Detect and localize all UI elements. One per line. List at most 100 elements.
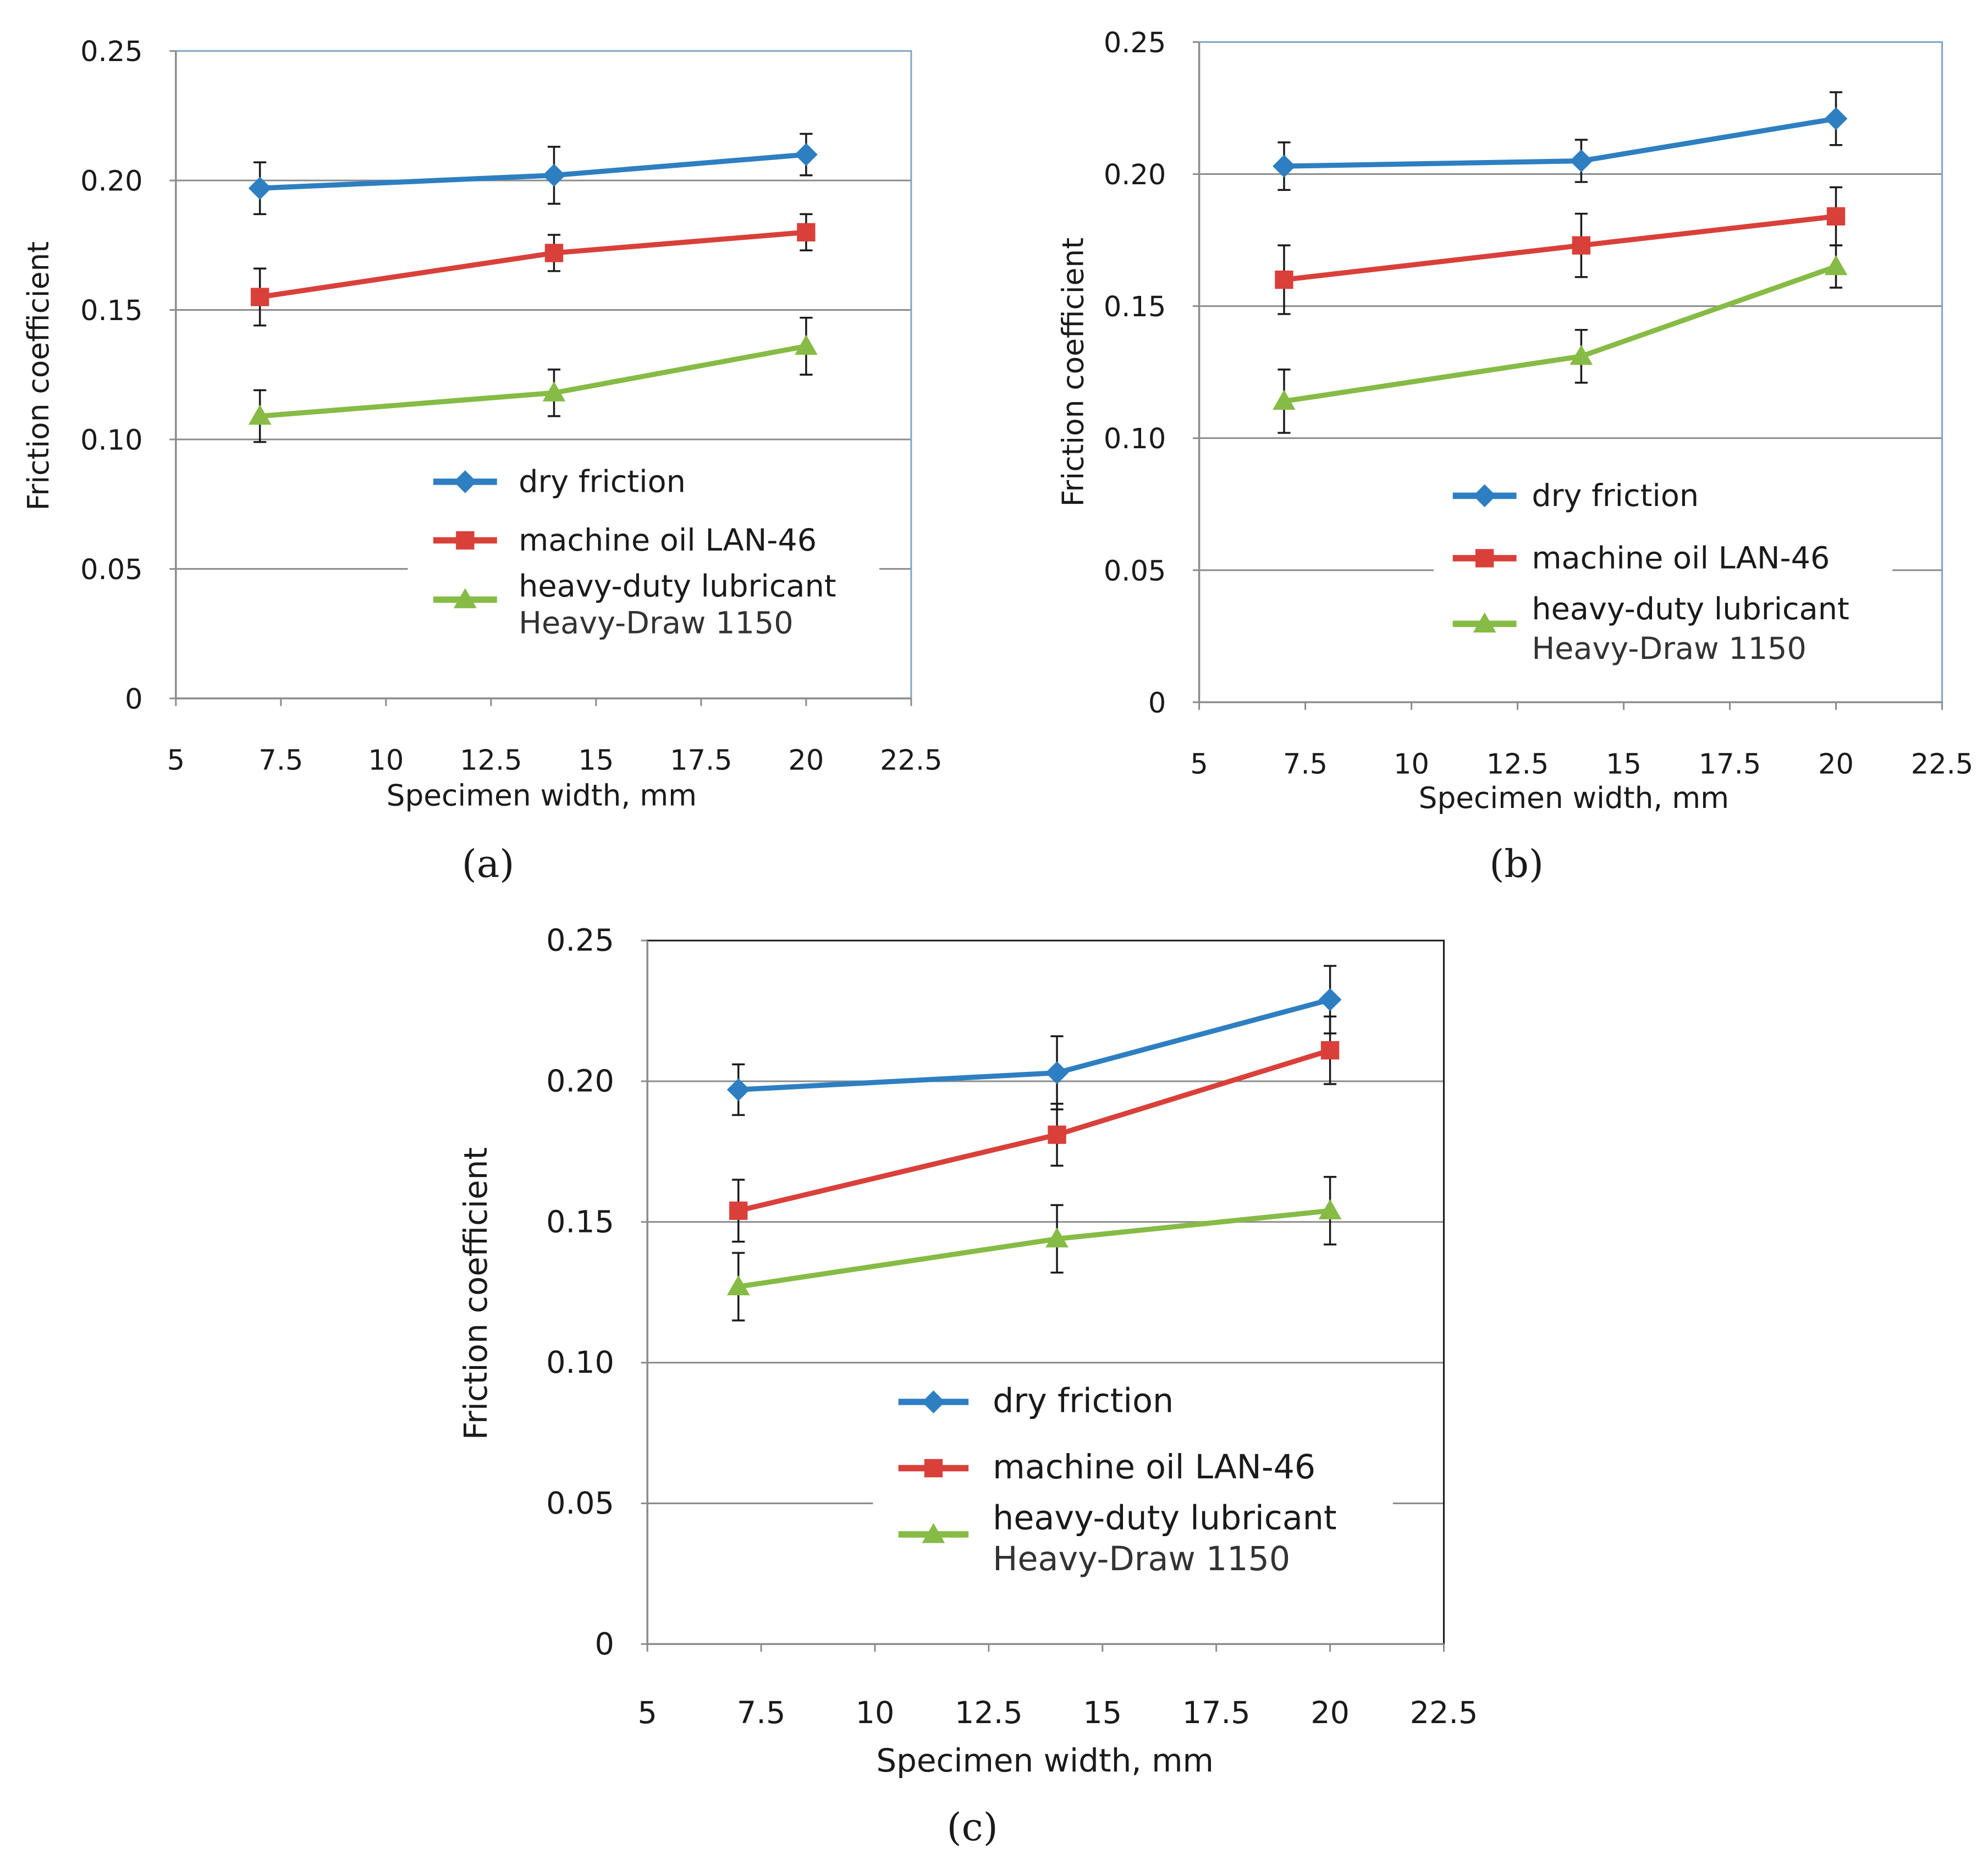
x-tick-label: 10 — [368, 745, 404, 777]
x-axis-title: Specimen width, mm — [876, 1742, 1214, 1779]
square-marker — [1475, 549, 1494, 568]
y-tick-label: 0.20 — [546, 1063, 614, 1099]
square-marker — [924, 1459, 943, 1478]
y-tick-label: 0.15 — [546, 1204, 614, 1240]
y-tick-label: 0.15 — [80, 295, 142, 327]
diamond-marker — [542, 163, 566, 187]
series-dry — [726, 965, 1342, 1116]
square-marker — [1572, 236, 1591, 255]
legend-item-dry: dry friction — [433, 464, 686, 499]
series-oil — [1275, 186, 1846, 315]
triangle-marker — [453, 588, 477, 608]
square-marker — [797, 223, 816, 241]
x-tick-label: 15 — [1083, 1695, 1122, 1731]
x-tick-label: 7.5 — [1283, 749, 1328, 781]
y-tick-label: 0 — [595, 1626, 614, 1662]
panel-label: (b) — [1489, 841, 1544, 886]
triangle-marker — [795, 334, 818, 355]
chart-a: 0 0.05 0.10 0.15 0.20 0.25 5 7.5 10 12.5 15 17.5 20 2… — [21, 36, 943, 886]
x-tick-label: 15 — [1606, 749, 1642, 781]
x-tick-label: 5 — [167, 745, 185, 777]
legend-label: heavy-duty lubricant — [1532, 591, 1849, 627]
square-marker — [1320, 1041, 1340, 1060]
series-heavy — [1273, 244, 1848, 434]
x-tick-label: 22.5 — [1911, 749, 1974, 781]
x-tick-label: 7.5 — [737, 1695, 785, 1731]
legend-label-line2: Heavy-Draw 1150 — [519, 606, 793, 641]
series-line — [1284, 213, 1837, 283]
triangle-marker — [1045, 1227, 1069, 1248]
series-oil — [729, 1015, 1340, 1243]
diamond-marker — [453, 470, 477, 493]
legend-label: machine oil LAN-46 — [1532, 540, 1830, 576]
series-dry — [1273, 91, 1848, 191]
x-axis-title: Specimen width, mm — [1419, 781, 1729, 815]
legend-label-line2: Heavy-Draw 1150 — [993, 1540, 1290, 1578]
y-tick-label: 0.10 — [1104, 423, 1166, 455]
y-axis-title: Friction coefficient — [21, 241, 56, 510]
series-line — [259, 229, 807, 300]
square-marker — [729, 1201, 748, 1220]
triangle-marker — [1570, 344, 1593, 365]
square-marker — [544, 244, 564, 262]
y-tick-label: 0.25 — [546, 923, 614, 959]
square-marker — [250, 288, 269, 306]
panel-label: (c) — [947, 1805, 998, 1850]
legend-label: dry friction — [519, 464, 686, 499]
square-marker — [456, 531, 475, 550]
legend-label: machine oil LAN-46 — [993, 1448, 1315, 1487]
legend-label: machine oil LAN-46 — [519, 522, 817, 558]
series-heavy — [726, 1176, 1342, 1322]
series-line — [260, 343, 807, 419]
x-tick-label: 15 — [578, 745, 614, 777]
legend-label: dry friction — [1532, 478, 1699, 514]
chart-b: 0 0.05 0.10 0.15 0.20 0.25 5 7.5 10 12.5 15 17.5 20 2… — [1056, 27, 1974, 886]
x-tick-label: 7.5 — [258, 745, 303, 777]
x-axis-title: Specimen width, mm — [387, 779, 697, 813]
triangle-marker — [726, 1275, 750, 1296]
diamond-marker — [1824, 107, 1848, 130]
diamond-marker — [726, 1078, 750, 1102]
y-axis-title: Friction coefficient — [457, 1147, 494, 1440]
series-heavy — [248, 316, 818, 443]
x-tick-label: 5 — [1190, 749, 1208, 781]
series-line — [1284, 264, 1837, 404]
x-tick-label: 22.5 — [1410, 1695, 1478, 1731]
series-line — [260, 152, 807, 191]
diamond-marker — [922, 1390, 945, 1413]
triangle-marker — [1473, 612, 1496, 632]
triangle-marker — [922, 1523, 945, 1543]
legend-label: heavy-duty lubricant — [993, 1499, 1336, 1538]
series-oil — [250, 213, 816, 327]
diamond-marker — [1318, 988, 1342, 1011]
y-tick-label: 0.05 — [80, 554, 142, 586]
x-tick-label: 22.5 — [880, 745, 943, 777]
x-tick-label: 5 — [638, 1695, 657, 1731]
x-tick-label: 20 — [1818, 749, 1854, 781]
diamond-marker — [795, 143, 818, 166]
triangle-marker — [1273, 389, 1296, 410]
y-tick-label: 0.05 — [1104, 555, 1166, 587]
series-dry — [248, 133, 818, 216]
x-tick-label: 12.5 — [460, 745, 522, 777]
square-marker — [1048, 1125, 1066, 1144]
legend-item-dry: dry friction — [898, 1382, 1174, 1421]
triangle-marker — [248, 404, 272, 425]
y-tick-label: 0 — [1148, 687, 1166, 719]
y-tick-label: 0 — [125, 683, 142, 716]
legend-item-dry: dry friction — [1452, 478, 1699, 514]
legend-item-oil: machine oil LAN-46 — [1452, 540, 1830, 576]
x-tick-label: 17.5 — [1182, 1695, 1251, 1731]
y-tick-label: 0.10 — [80, 425, 142, 457]
legend-label: dry friction — [993, 1382, 1174, 1421]
x-tick-label: 10 — [1394, 749, 1429, 781]
legend-item-oil: machine oil LAN-46 — [433, 522, 817, 558]
x-tick-label: 12.5 — [955, 1695, 1023, 1731]
square-marker — [1275, 270, 1293, 289]
x-tick-label: 10 — [856, 1695, 895, 1731]
y-tick-label: 0.05 — [546, 1486, 614, 1521]
